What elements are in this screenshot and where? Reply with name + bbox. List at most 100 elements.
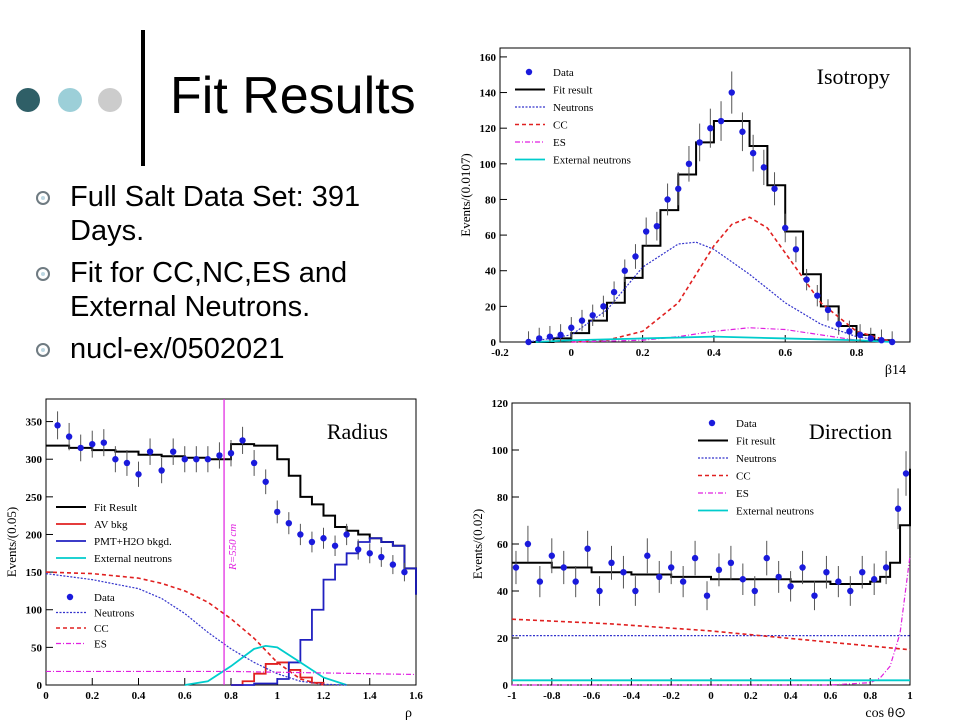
data-point — [331, 542, 339, 549]
x-tick-label: 0 — [43, 690, 49, 702]
data-point — [158, 467, 165, 474]
x-tick-label: 0 — [708, 690, 714, 702]
data-point — [691, 554, 699, 562]
data-point — [608, 559, 615, 566]
data-point — [262, 478, 269, 485]
data-point — [600, 303, 607, 310]
data-point — [727, 559, 735, 566]
data-point — [679, 578, 687, 585]
data-point — [870, 576, 878, 583]
data-point — [621, 267, 628, 274]
x-tick-label: 1.6 — [409, 690, 423, 702]
x-tick-label: 0.6 — [824, 690, 838, 702]
legend-label: Data — [553, 67, 574, 79]
legend-label: External neutrons — [736, 506, 814, 518]
data-point — [675, 185, 682, 192]
x-tick-label: 1.2 — [317, 690, 331, 702]
data-point — [112, 456, 119, 463]
y-tick-label: 80 — [497, 492, 509, 504]
y-tick-label: 100 — [480, 159, 497, 171]
data-point — [578, 317, 586, 324]
data-point — [366, 550, 373, 557]
data-point — [123, 459, 131, 467]
data-point — [632, 587, 639, 595]
x-tick-label: -1 — [507, 690, 516, 702]
direction-chart: -1 -0.8 -0.6 -0.4 -0.2 0 0.2 0.4 0.6 0.8 1 0 20 40 60 8… — [470, 398, 913, 720]
x-tick-label: 0 — [569, 347, 575, 359]
data-point — [824, 306, 832, 314]
bullet-item: nucl-ex/0502021 — [34, 332, 434, 366]
data-point — [799, 564, 806, 571]
x-tick-label: 0.4 — [784, 690, 798, 702]
title-divider — [141, 30, 145, 166]
data-point — [882, 564, 890, 571]
x-tick-label: -0.4 — [623, 690, 641, 702]
series-line-fit-result — [512, 468, 911, 585]
series-line-es — [46, 670, 417, 676]
y-tick-label: 20 — [497, 633, 509, 645]
series-line-cc — [45, 571, 324, 686]
series-line-cc — [511, 618, 911, 651]
data-point — [536, 578, 544, 585]
data-point — [644, 552, 651, 559]
data-point — [77, 444, 84, 452]
x-tick-label: -0.2 — [491, 347, 509, 359]
legend-label: ES — [94, 639, 107, 651]
radius-cut-label: R=550 cm — [227, 524, 239, 571]
x-tick-label: 0.2 — [744, 690, 758, 702]
data-point — [894, 505, 902, 512]
data-point — [320, 535, 327, 542]
data-point — [146, 448, 154, 455]
data-point — [888, 338, 896, 346]
y-tick-label: 0 — [37, 680, 43, 692]
x-tick-label: 0.4 — [132, 690, 146, 702]
data-point — [100, 439, 108, 446]
data-point — [653, 222, 661, 230]
y-tick-label: 150 — [26, 567, 43, 579]
x-tick-label: 0.6 — [178, 690, 192, 702]
y-tick-label: 60 — [485, 230, 497, 242]
data-point — [685, 160, 693, 168]
y-tick-label: 120 — [492, 398, 509, 410]
y-tick-label: 0 — [503, 680, 509, 692]
data-point — [389, 561, 397, 568]
data-point — [664, 196, 671, 203]
data-point — [512, 564, 520, 571]
x-tick-label: 0.2 — [636, 347, 650, 359]
data-point — [760, 164, 768, 171]
data-point — [274, 508, 281, 516]
data-point — [782, 224, 789, 232]
data-point — [751, 587, 758, 595]
data-point — [169, 448, 177, 455]
data-point — [823, 569, 830, 576]
data-point — [902, 470, 910, 477]
data-point — [656, 573, 663, 581]
data-point — [548, 552, 555, 559]
series-line-pmt-h2o-bkgd- — [231, 537, 417, 686]
data-point — [814, 292, 821, 299]
data-point — [835, 320, 842, 328]
data-point — [308, 538, 316, 546]
y-tick-label: 100 — [492, 445, 509, 457]
decor-dot-teal — [58, 88, 82, 112]
y-tick-label: 160 — [480, 52, 497, 64]
data-point — [668, 564, 675, 571]
data-point — [792, 246, 800, 253]
x-tick-label: 0.2 — [85, 690, 99, 702]
legend-label: Fit result — [553, 85, 592, 97]
radius-chart: 0 0.2 0.4 0.6 0.8 1 1.2 1.4 1.6 0 50 100 150 200 250 30… — [4, 398, 423, 720]
data-point — [536, 335, 543, 342]
bullet-marker-icon — [36, 191, 50, 205]
x-tick-label: 1 — [275, 690, 281, 702]
bullet-text: Full Salt Data Set: 391 Days. — [70, 181, 361, 247]
data-point — [610, 288, 618, 296]
y-axis-label: Events/(0.0107) — [458, 153, 473, 236]
data-point — [297, 531, 304, 538]
y-tick-label: 120 — [480, 123, 497, 135]
data-point — [696, 139, 703, 146]
legend-marker — [708, 419, 716, 427]
series-line-es — [512, 555, 911, 686]
data-point — [204, 456, 212, 463]
y-tick-label: 140 — [480, 88, 497, 100]
data-point — [285, 519, 293, 527]
